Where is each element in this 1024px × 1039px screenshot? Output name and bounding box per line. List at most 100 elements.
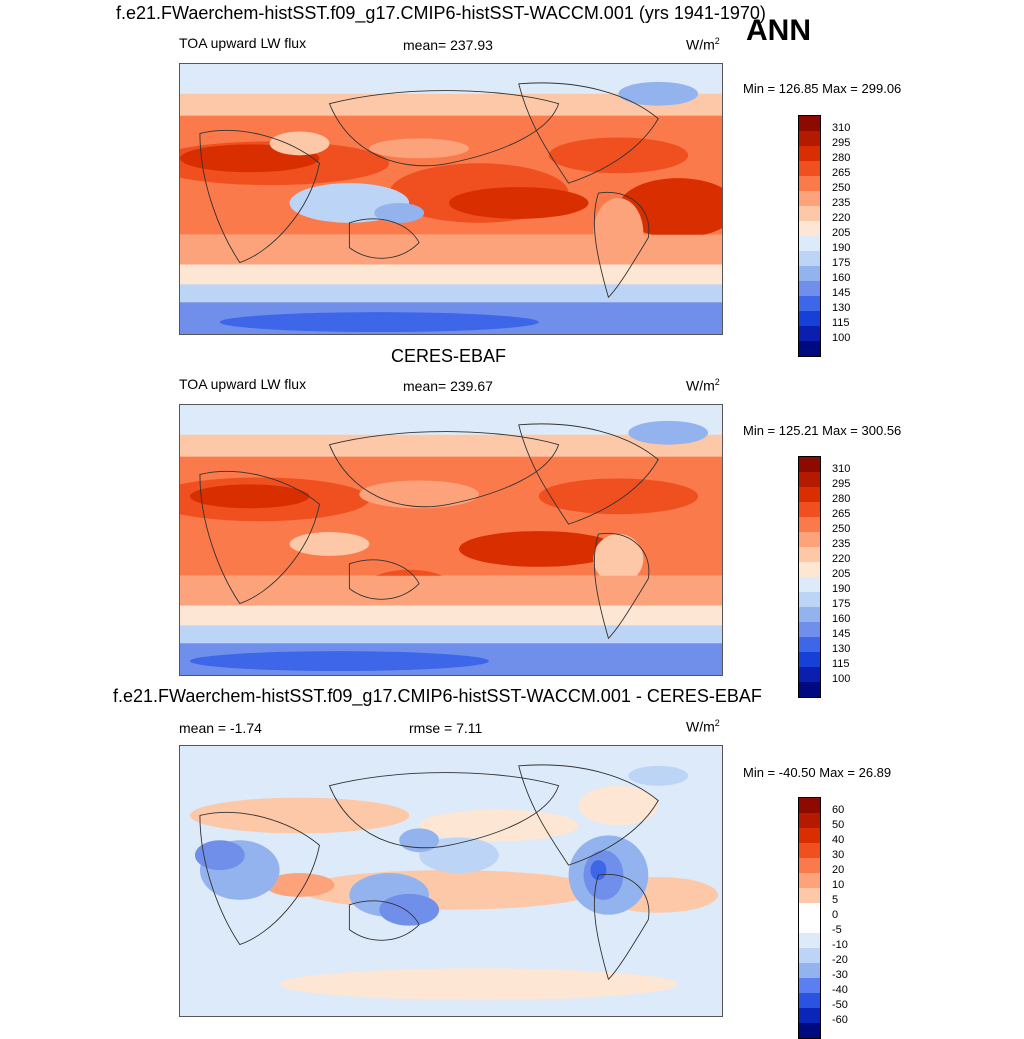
- panel1-colorbar-tick-label: 100: [832, 332, 851, 344]
- panel3-colorbar-tick-label: 40: [832, 834, 845, 846]
- panel1-mean-label: mean= 237.93: [403, 37, 493, 53]
- panel2-colorbar-cell: [799, 592, 820, 607]
- panel2-colorbar-cell: [799, 562, 820, 577]
- panel2-colorbar-tick-label: 205: [832, 568, 851, 580]
- panel1-colorbar-cell: [799, 311, 820, 326]
- panel3-colorbar-tick-label: 20: [832, 864, 845, 876]
- panel2-colorbar-tick-label: 235: [832, 538, 851, 550]
- panel2-mean-label: mean= 239.67: [403, 378, 493, 394]
- panel1-colorbar-cell: [799, 341, 820, 356]
- panel3-colorbar-cell: [799, 888, 820, 903]
- panel1-minmax-label: Min = 126.85 Max = 299.06: [743, 81, 902, 96]
- panel2-colorbar-cell: [799, 547, 820, 562]
- panel2-colorbar-tick-label: 220: [832, 553, 851, 565]
- panel1-colorbar-tick-label: 265: [832, 167, 851, 179]
- panel1-colorbar-cell: [799, 266, 820, 281]
- panel1-colorbar-tick-label: 235: [832, 197, 851, 209]
- panel3-title: f.e21.FWaerchem-histSST.f09_g17.CMIP6-hi…: [113, 686, 762, 706]
- panel2-colorbar-cell: [799, 502, 820, 517]
- panel3-colorbar-cell: [799, 798, 820, 813]
- panel1-colorbar-cell: [799, 236, 820, 251]
- panel3-colorbar-tick-label: 5: [832, 894, 839, 906]
- panel3-minmax-label: Min = -40.50 Max = 26.89: [743, 765, 892, 780]
- panel2-colorbar-tick-label: 250: [832, 523, 851, 535]
- panel2-colorbar-tick-label: 130: [832, 643, 851, 655]
- panel1-variable-label: TOA upward LW flux: [179, 35, 307, 51]
- panel2-minmax-label: Min = 125.21 Max = 300.56: [743, 423, 902, 438]
- panel1-colorbar-tick-label: 115: [832, 317, 850, 329]
- panel2-colorbar-tick-label: 190: [832, 583, 851, 595]
- panel3-colorbar-cell: [799, 843, 820, 858]
- panel2-colorbar-cell: [799, 532, 820, 547]
- panel3-colorbar-cell: [799, 1023, 820, 1038]
- panel1-colorbar-tick-label: 175: [832, 257, 851, 269]
- panel1-colorbar-tick-label: 160: [832, 272, 851, 284]
- panel1-colorbar-tick-label: 205: [832, 227, 851, 239]
- panel3-map: [179, 745, 723, 1017]
- panel3-colorbar-tick-label: 0: [832, 909, 839, 921]
- panel1-colorbar-cell: [799, 326, 820, 341]
- panel3-colorbar-cell: [799, 903, 820, 918]
- panel1-colorbar-cell: [799, 161, 820, 176]
- panel2-map-field: [180, 405, 722, 675]
- panel2-colorbar-tick-label: 265: [832, 508, 851, 520]
- panel2-colorbar-tick-label: 160: [832, 613, 851, 625]
- panel2-colorbar-cell: [799, 637, 820, 652]
- panel3-colorbar-tick-label: -10: [832, 939, 848, 951]
- panel3-rmse-label: rmse = 7.11: [409, 720, 483, 736]
- panel1-colorbar-cell: [799, 221, 820, 236]
- panel3-colorbar-tick-label: 10: [832, 879, 845, 891]
- panel2-colorbar-cell: [799, 667, 820, 682]
- panel3-colorbar-cell: [799, 963, 820, 978]
- panel3-colorbar-tick-label: 50: [832, 819, 845, 831]
- panel3-colorbar-cell: [799, 828, 820, 843]
- panel2-colorbar-tick-label: 145: [832, 628, 851, 640]
- panel1-colorbar-cell: [799, 131, 820, 146]
- panel1-colorbar-cell: [799, 191, 820, 206]
- panel2-colorbar-cell: [799, 577, 820, 592]
- panel3-colorbar-cell: [799, 858, 820, 873]
- panel3-colorbar-cell: [799, 933, 820, 948]
- panel3-colorbar-cell: [799, 813, 820, 828]
- panel2-colorbar-cell: [799, 457, 820, 472]
- panel1-colorbar-tick-label: 280: [832, 152, 851, 164]
- panel1-colorbar-tick-label: 250: [832, 182, 851, 194]
- panel1-colorbar-cell: [799, 251, 820, 266]
- panel3-colorbar-tick-label: -5: [832, 924, 842, 936]
- panel2-variable-label: TOA upward LW flux: [179, 376, 307, 392]
- panel3-colorbar-tick-label: -40: [832, 984, 848, 996]
- panel2-colorbar-cell: [799, 607, 820, 622]
- panel1-colorbar-cell: [799, 116, 820, 131]
- panel3-map-field: [180, 746, 722, 1016]
- panel3-colorbar-tick-label: -60: [832, 1014, 848, 1026]
- panel2-unit-label: W/m2: [686, 377, 720, 394]
- panel3-colorbar-tick-label: 60: [832, 804, 845, 816]
- panel2-colorbar: [798, 456, 821, 698]
- panel3-mean-label: mean = -1.74: [179, 720, 262, 736]
- panel1-map: [179, 63, 723, 335]
- panel1-colorbar-tick-label: 310: [832, 122, 851, 134]
- panel2-colorbar-cell: [799, 622, 820, 637]
- panel2-colorbar-tick-label: 175: [832, 598, 851, 610]
- panel2-colorbar-tick-label: 310: [832, 463, 851, 475]
- panel3-colorbar-cell: [799, 1008, 820, 1023]
- panel2-colorbar-cell: [799, 472, 820, 487]
- panel3-colorbar-tick-label: -50: [832, 999, 848, 1011]
- panel2-colorbar-cell: [799, 487, 820, 502]
- season-label: ANN: [746, 14, 811, 47]
- panel1-colorbar-tick-label: 295: [832, 137, 851, 149]
- panel1-colorbar-tick-label: 220: [832, 212, 851, 224]
- panel1-unit-label: W/m2: [686, 36, 720, 53]
- panel1-colorbar-cell: [799, 206, 820, 221]
- panel3-colorbar-cell: [799, 918, 820, 933]
- panel1-colorbar-tick-label: 190: [832, 242, 851, 254]
- panel3-colorbar: [798, 797, 821, 1039]
- panel2-colorbar-cell: [799, 517, 820, 532]
- panel2-colorbar-tick-label: 100: [832, 673, 851, 685]
- panel2-title: CERES-EBAF: [391, 346, 507, 366]
- panel2-colorbar-cell: [799, 652, 820, 667]
- panel1-map-field: [180, 64, 722, 334]
- panel2-colorbar-tick-label: 295: [832, 478, 851, 490]
- panel1-colorbar-cell: [799, 296, 820, 311]
- panel1-colorbar-cell: [799, 146, 820, 161]
